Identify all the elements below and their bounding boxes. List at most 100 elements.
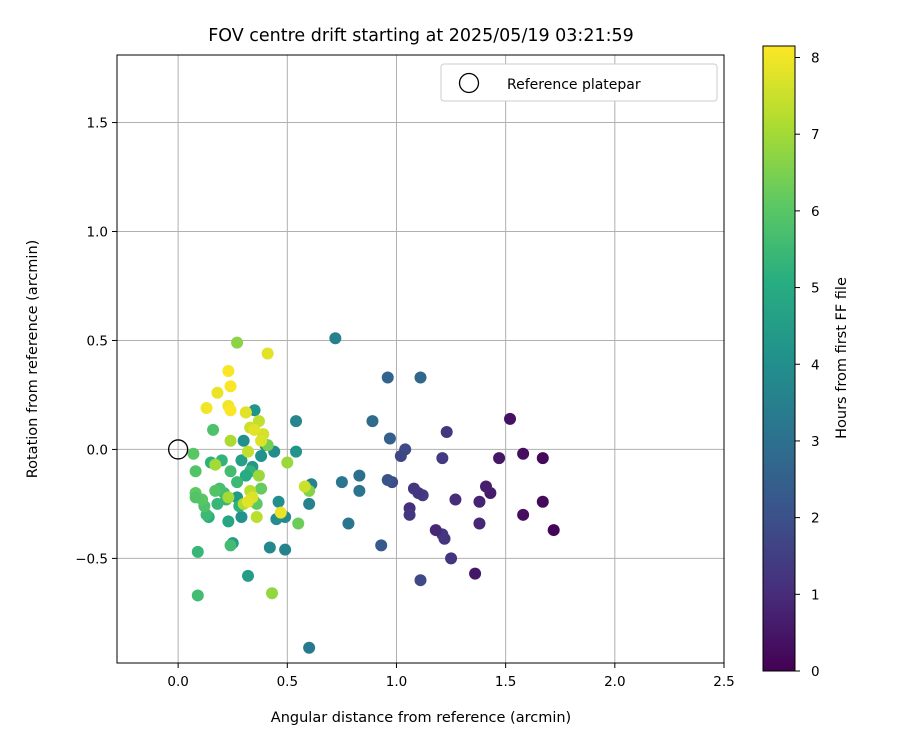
chart-title: FOV centre drift starting at 2025/05/19 …: [208, 26, 634, 46]
legend-marker-open-circle: [458, 72, 480, 94]
data-point: [242, 569, 255, 582]
colorbar-ticks: 0 1 2 3 4 5 6 7 8: [795, 51, 820, 680]
data-point: [517, 508, 530, 521]
grid: [117, 55, 725, 663]
data-point: [407, 482, 420, 495]
data-point: [436, 452, 449, 465]
data-point: [445, 552, 458, 565]
data-point: [266, 587, 279, 600]
data-point: [449, 493, 462, 506]
data-point: [536, 495, 549, 508]
data-point: [209, 484, 222, 497]
x-tick-label: 2.0: [604, 674, 625, 690]
data-point: [252, 469, 265, 482]
colorbar-label: Hours from first FF file: [834, 277, 850, 439]
y-axis-ticks: −0.5 0.0 0.5 1.0 1.5: [75, 116, 117, 567]
y-tick-label: 0.0: [87, 442, 108, 458]
data-point: [292, 517, 305, 530]
data-point: [222, 364, 235, 377]
data-point: [290, 415, 303, 428]
data-point: [279, 543, 292, 556]
data-point: [366, 415, 379, 428]
data-point: [383, 432, 396, 445]
reference-marker: [167, 439, 189, 460]
data-point: [224, 380, 237, 393]
data-point: [191, 545, 204, 558]
x-tick-label: 0.5: [277, 674, 298, 690]
data-point: [207, 423, 220, 436]
colorbar-tick-label: 5: [811, 281, 820, 297]
data-point: [342, 517, 355, 530]
data-point: [222, 515, 235, 528]
data-point: [231, 336, 244, 349]
data-point: [200, 402, 213, 415]
data-point: [237, 434, 250, 447]
data-point: [303, 497, 316, 510]
data-point: [222, 491, 235, 504]
data-points: [187, 332, 560, 654]
data-point: [547, 524, 560, 537]
data-point: [209, 458, 222, 471]
x-tick-label: 0.0: [167, 674, 188, 690]
data-point: [469, 567, 482, 580]
data-point: [440, 426, 453, 439]
data-point: [248, 423, 261, 436]
data-point: [224, 434, 237, 447]
data-point: [272, 495, 285, 508]
data-point: [235, 454, 248, 467]
plot-frame: [116, 54, 725, 664]
data-point: [429, 524, 442, 537]
data-point: [187, 447, 200, 460]
data-point: [414, 371, 427, 384]
data-point: [353, 469, 366, 482]
data-point: [353, 484, 366, 497]
legend: Reference platepar: [440, 63, 718, 102]
data-point: [493, 452, 506, 465]
colorbar-tick-label: 1: [811, 587, 820, 603]
data-point: [242, 445, 255, 458]
data-point: [224, 465, 237, 478]
data-point: [517, 447, 530, 460]
data-point: [250, 510, 263, 523]
colorbar-tick-label: 0: [811, 664, 820, 680]
data-point: [211, 497, 224, 510]
data-point: [414, 574, 427, 587]
data-point: [224, 539, 237, 552]
data-point: [189, 465, 202, 478]
data-point: [329, 332, 342, 345]
colorbar-tick-label: 4: [811, 357, 820, 373]
y-tick-label: −0.5: [75, 551, 108, 567]
data-point: [189, 491, 202, 504]
data-point: [381, 473, 394, 486]
data-point: [242, 495, 255, 508]
data-point: [239, 406, 252, 419]
data-point: [231, 476, 244, 489]
data-point: [536, 452, 549, 465]
reference-platepar-marker: [167, 439, 189, 460]
y-tick-label: 1.5: [87, 116, 108, 132]
x-tick-label: 2.5: [713, 674, 734, 690]
colorbar-tick-label: 3: [811, 434, 820, 450]
data-point: [191, 589, 204, 602]
data-point: [375, 539, 388, 552]
data-point: [281, 456, 294, 469]
data-point: [394, 449, 407, 462]
y-tick-label: 1.0: [87, 225, 108, 241]
data-point: [298, 480, 311, 493]
y-tick-label: 0.5: [87, 333, 108, 349]
x-axis-ticks: 0.0 0.5 1.0 1.5 2.0 2.5: [167, 663, 735, 690]
data-point: [335, 476, 348, 489]
colorbar-gradient: [762, 45, 796, 672]
data-point: [263, 541, 276, 554]
data-point: [224, 404, 237, 417]
data-point: [504, 412, 517, 425]
colorbar: 0 1 2 3 4 5 6 7 8 Hours from first FF file: [762, 45, 850, 680]
data-point: [473, 517, 486, 530]
data-point: [274, 506, 287, 519]
data-point: [255, 449, 268, 462]
data-point: [235, 510, 248, 523]
colorbar-tick-label: 2: [811, 511, 820, 527]
colorbar-tick-label: 8: [811, 51, 820, 67]
data-point: [255, 482, 268, 495]
